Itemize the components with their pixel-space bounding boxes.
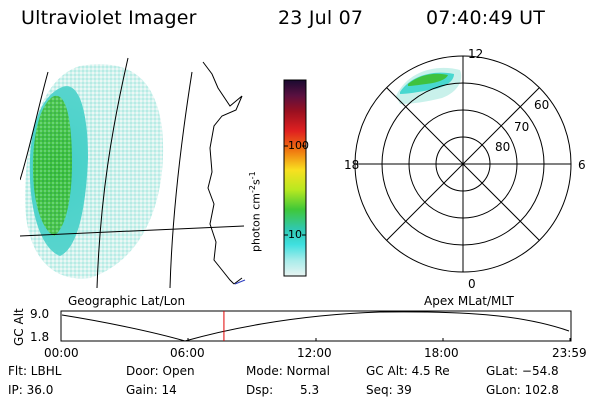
status-glon: GLon: 102.8 <box>486 383 559 397</box>
mlat-label-60: 60 <box>534 98 549 112</box>
colorbar-tick-100: 100 <box>288 139 309 152</box>
status-ip: IP: 36.0 <box>8 383 54 397</box>
colorbar-tick-10: 10 <box>288 228 302 241</box>
mlt-label-12: 12 <box>468 47 483 61</box>
xtick-1800: 18:00 <box>424 346 459 360</box>
coastline <box>202 61 243 285</box>
geographic-caption: Geographic Lat/Lon <box>68 294 186 308</box>
altitude-timeline <box>60 310 572 342</box>
status-dsp-value: 5.3 <box>300 383 320 397</box>
status-seq: Seq: 39 <box>366 383 412 397</box>
colorbar-label: photon cm-2s-1 <box>248 102 284 252</box>
colorbar-unit-exp1: -2 <box>248 185 257 194</box>
colorbar-unit-s: s <box>249 179 263 186</box>
apex-caption: Apex MLat/MLT <box>424 294 514 308</box>
colorbar-unit-exp2: -1 <box>248 171 257 180</box>
colorbar-scale <box>283 79 307 277</box>
timeline-ticks <box>60 338 571 341</box>
mlat-label-70: 70 <box>514 120 529 134</box>
aurora-emission <box>20 48 250 288</box>
xtick-2359: 23:59 <box>552 346 587 360</box>
xtick-0600: 06:00 <box>170 346 205 360</box>
status-gcalt: GC Alt: 4.5 Re <box>366 364 450 378</box>
timeline-ylabel: GC Alt <box>12 308 26 346</box>
status-glat: GLat: −54.8 <box>486 364 559 378</box>
mlt-label-6: 6 <box>578 158 586 172</box>
status-mode: Mode: Normal <box>246 364 330 378</box>
date-label: 23 Jul 07 <box>278 7 364 29</box>
status-door: Door: Open <box>126 364 195 378</box>
colorbar-unit: photon cm <box>249 193 263 252</box>
timeline-ytick-top: 9.0 <box>30 307 50 321</box>
status-flt: Flt: LBHL <box>8 364 62 378</box>
polar-aurora <box>396 67 462 104</box>
time-label: 07:40:49 UT <box>426 7 546 29</box>
colorbar <box>283 79 307 277</box>
timeline-ytick-bottom: 1.8 <box>30 330 50 344</box>
status-gain: Gain: 14 <box>126 383 177 397</box>
mlat-label-80: 80 <box>495 140 510 154</box>
xtick-1200: 12:00 <box>297 346 332 360</box>
mlt-label-0: 0 <box>468 277 476 290</box>
mlt-label-18: 18 <box>344 158 359 172</box>
altitude-curve <box>61 311 570 342</box>
status-dsp-label: Dsp: <box>246 383 274 397</box>
geographic-image-panel <box>20 48 250 288</box>
apex-polar-plot: 12 18 6 0 60 70 80 <box>344 47 586 290</box>
timeline-ylabel-wrap: GC Alt <box>2 306 26 346</box>
lat-lon-grid <box>20 57 245 288</box>
polar-grid <box>354 55 572 273</box>
xtick-0000: 00:00 <box>44 346 79 360</box>
coastline-tip <box>234 279 246 285</box>
instrument-title: Ultraviolet Imager <box>21 7 197 29</box>
